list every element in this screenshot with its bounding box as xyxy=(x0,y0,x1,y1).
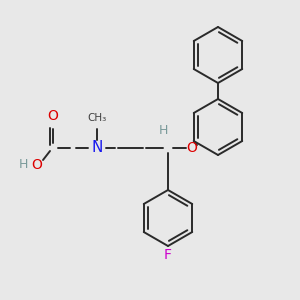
Text: O: O xyxy=(187,141,197,155)
Text: N: N xyxy=(91,140,103,155)
Text: F: F xyxy=(164,248,172,262)
Text: O: O xyxy=(48,109,58,123)
Text: H: H xyxy=(158,124,168,137)
Text: O: O xyxy=(32,158,42,172)
Text: H: H xyxy=(18,158,28,172)
Text: CH₃: CH₃ xyxy=(87,113,106,123)
